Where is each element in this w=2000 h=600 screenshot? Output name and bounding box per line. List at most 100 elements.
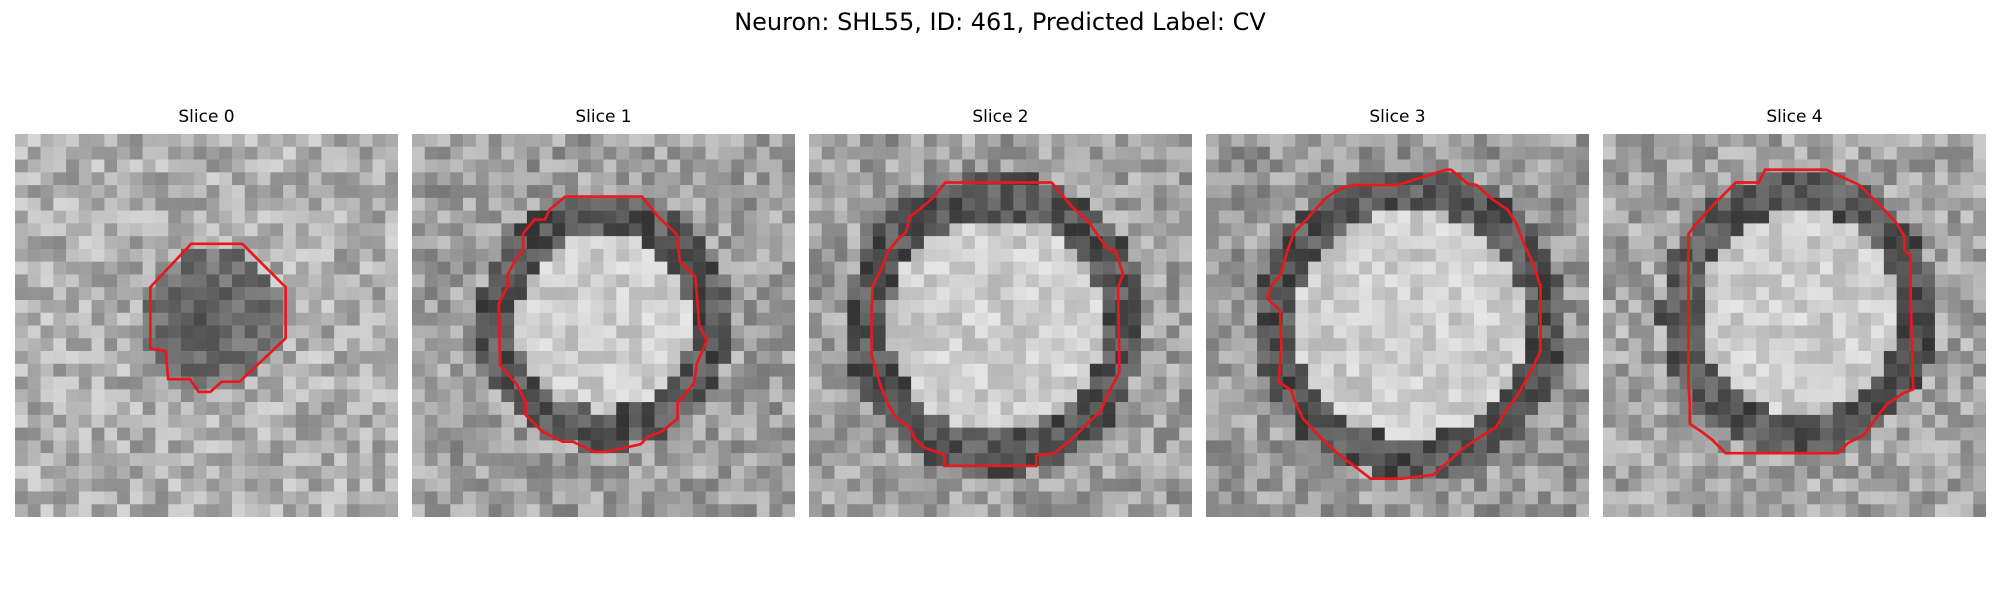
em-pixel [1525, 440, 1539, 454]
em-pixel [1244, 146, 1258, 160]
em-pixel [450, 146, 464, 160]
em-pixel [1794, 414, 1808, 428]
em-pixel [1628, 274, 1642, 288]
em-pixel [53, 402, 67, 416]
em-pixel [450, 389, 464, 403]
em-pixel [1064, 287, 1078, 301]
em-pixel [692, 402, 706, 416]
em-pixel [1423, 453, 1437, 467]
em-pixel [577, 134, 591, 148]
em-pixel [1858, 351, 1872, 365]
em-pixel [1705, 185, 1719, 199]
em-pixel [1896, 261, 1910, 275]
em-pixel [1666, 146, 1680, 160]
em-pixel [949, 134, 963, 148]
em-pixel [629, 134, 643, 148]
em-pixel [718, 159, 732, 173]
em-pixel [91, 338, 105, 352]
em-pixel [1218, 236, 1232, 250]
em-pixel [1666, 402, 1680, 416]
em-pixel [911, 376, 925, 390]
em-pixel [1499, 185, 1513, 199]
em-pixel [629, 248, 643, 262]
em-pixel [1768, 134, 1782, 148]
em-pixel [1550, 453, 1564, 467]
em-pixel [514, 414, 528, 428]
em-pixel [66, 363, 80, 377]
em-pixel [629, 159, 643, 173]
em-pixel [1794, 427, 1808, 441]
em-pixel [1269, 146, 1283, 160]
em-pixel [1179, 478, 1192, 492]
em-pixel [1461, 376, 1475, 390]
em-pixel [962, 402, 976, 416]
em-pixel [1705, 465, 1719, 479]
em-pixel [104, 261, 118, 275]
em-pixel [1435, 236, 1449, 250]
em-pixel [193, 440, 207, 454]
em-pixel [718, 465, 732, 479]
em-pixel [475, 248, 489, 262]
em-pixel [809, 363, 823, 377]
em-pixel [155, 223, 169, 237]
em-pixel [1000, 223, 1014, 237]
em-pixel [565, 236, 579, 250]
em-pixel [1512, 287, 1526, 301]
em-pixel [1947, 248, 1961, 262]
em-pixel [1628, 465, 1642, 479]
em-pixel [1089, 134, 1103, 148]
em-pixel [1934, 223, 1948, 237]
em-pixel [27, 453, 41, 467]
em-pixel [155, 402, 169, 416]
em-pixel [1089, 172, 1103, 186]
em-pixel [860, 223, 874, 237]
em-pixel [27, 491, 41, 505]
em-pixel [501, 159, 515, 173]
em-pixel [15, 504, 29, 517]
em-pixel [1781, 223, 1795, 237]
em-pixel [1730, 159, 1744, 173]
em-pixel [385, 134, 398, 148]
em-pixel [40, 236, 54, 250]
em-pixel [1845, 261, 1859, 275]
em-pixel [244, 274, 258, 288]
em-pixel [78, 261, 92, 275]
em-pixel [1730, 414, 1744, 428]
em-pixel [667, 376, 681, 390]
em-pixel [923, 134, 937, 148]
em-pixel [129, 197, 143, 211]
em-pixel [1845, 248, 1859, 262]
em-pixel [155, 287, 169, 301]
em-pixel [1244, 134, 1258, 148]
em-pixel [962, 465, 976, 479]
em-pixel [1960, 351, 1974, 365]
em-pixel [1333, 363, 1347, 377]
em-pixel [1820, 146, 1834, 160]
em-pixel [232, 402, 246, 416]
em-pixel [782, 376, 795, 390]
em-pixel [334, 159, 348, 173]
em-pixel [1576, 185, 1589, 199]
em-pixel [1550, 414, 1564, 428]
em-pixel [654, 248, 668, 262]
em-pixel [1615, 325, 1629, 339]
em-pixel [193, 427, 207, 441]
em-pixel [1359, 274, 1373, 288]
em-pixel [283, 465, 297, 479]
em-pixel [66, 185, 80, 199]
em-pixel [1603, 453, 1617, 467]
em-pixel [463, 172, 477, 186]
em-pixel [1051, 223, 1065, 237]
em-pixel [1896, 172, 1910, 186]
em-pixel [974, 325, 988, 339]
em-pixel [885, 172, 899, 186]
em-pixel [641, 465, 655, 479]
em-pixel [142, 389, 156, 403]
em-pixel [1320, 146, 1334, 160]
em-pixel [1179, 261, 1192, 275]
em-texture [1206, 134, 1589, 517]
em-pixel [616, 363, 630, 377]
em-pixel [872, 440, 886, 454]
em-pixel [1934, 146, 1948, 160]
em-pixel [718, 363, 732, 377]
